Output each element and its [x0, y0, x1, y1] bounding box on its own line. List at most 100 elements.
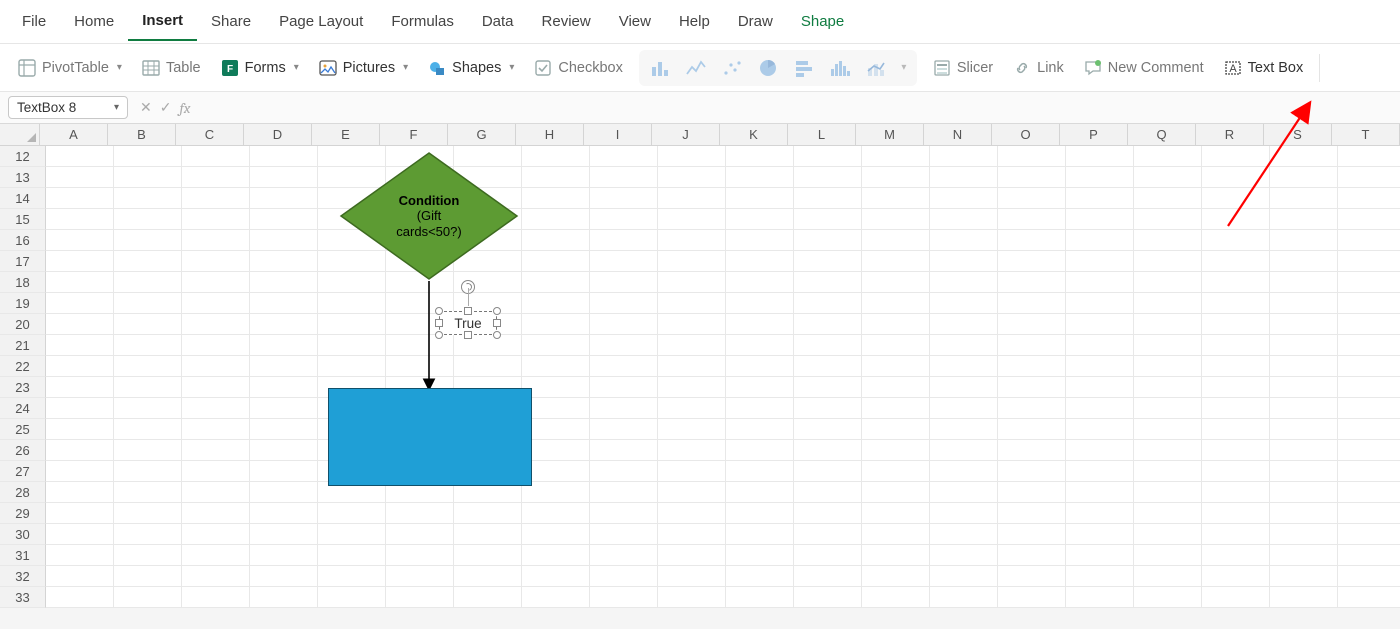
col-head-Q[interactable]: Q: [1128, 124, 1196, 145]
menu-tab-view[interactable]: View: [605, 3, 665, 40]
col-head-N[interactable]: N: [924, 124, 992, 145]
row-head-17[interactable]: 17: [0, 251, 46, 272]
col-head-G[interactable]: G: [448, 124, 516, 145]
row-header-col: 1213141516171819202122232425262728293031…: [0, 146, 46, 608]
col-head-H[interactable]: H: [516, 124, 584, 145]
menu-tab-formulas[interactable]: Formulas: [377, 3, 468, 40]
col-head-T[interactable]: T: [1332, 124, 1400, 145]
shapes-button[interactable]: Shapes ▾: [420, 53, 522, 83]
combo-chart-icon[interactable]: [859, 52, 893, 84]
flowchart-process-rect[interactable]: [328, 388, 532, 486]
hbar-chart-icon[interactable]: [787, 52, 821, 84]
col-head-L[interactable]: L: [788, 124, 856, 145]
menu-tab-file[interactable]: File: [8, 3, 60, 40]
diamond-line3: cards<50?): [396, 224, 461, 240]
row-head-19[interactable]: 19: [0, 293, 46, 314]
shape-overlay: Condition (Gift cards<50?) True: [46, 146, 1400, 608]
textbox-true[interactable]: True: [439, 311, 497, 335]
menu-tab-insert[interactable]: Insert: [128, 2, 197, 41]
row-head-25[interactable]: 25: [0, 419, 46, 440]
link-button[interactable]: Link: [1005, 53, 1072, 83]
row-head-16[interactable]: 16: [0, 230, 46, 251]
bar-chart-icon[interactable]: [643, 52, 677, 84]
col-head-A[interactable]: A: [40, 124, 108, 145]
flowchart-decision-diamond[interactable]: Condition (Gift cards<50?): [339, 151, 519, 281]
row-head-26[interactable]: 26: [0, 440, 46, 461]
resize-handle-w[interactable]: [435, 319, 443, 327]
slicer-button[interactable]: Slicer: [925, 53, 1001, 83]
row-head-24[interactable]: 24: [0, 398, 46, 419]
pie-chart-icon[interactable]: [751, 52, 785, 84]
checkbox-button[interactable]: Checkbox: [526, 53, 630, 83]
textbox-button[interactable]: A Text Box: [1216, 53, 1312, 83]
new-comment-button[interactable]: New Comment: [1076, 53, 1212, 83]
row-head-32[interactable]: 32: [0, 566, 46, 587]
pivottable-button[interactable]: PivotTable ▾: [10, 53, 130, 83]
pictures-button[interactable]: Pictures ▾: [311, 53, 416, 83]
col-head-R[interactable]: R: [1196, 124, 1264, 145]
formula-input[interactable]: [202, 95, 1392, 121]
row-head-22[interactable]: 22: [0, 356, 46, 377]
row-head-21[interactable]: 21: [0, 335, 46, 356]
row-head-29[interactable]: 29: [0, 503, 46, 524]
forms-label: Forms: [245, 60, 286, 76]
menu-tab-data[interactable]: Data: [468, 3, 528, 40]
svg-text:F: F: [227, 64, 233, 75]
row-head-12[interactable]: 12: [0, 146, 46, 167]
row-head-13[interactable]: 13: [0, 167, 46, 188]
menu-tab-share[interactable]: Share: [197, 3, 265, 40]
col-head-B[interactable]: B: [108, 124, 176, 145]
menu-tab-draw[interactable]: Draw: [724, 3, 787, 40]
col-head-F[interactable]: F: [380, 124, 448, 145]
histogram-icon[interactable]: [823, 52, 857, 84]
resize-handle-sw[interactable]: [435, 331, 443, 339]
resize-handle-se[interactable]: [493, 331, 501, 339]
resize-handle-e[interactable]: [493, 319, 501, 327]
menu-tab-help[interactable]: Help: [665, 3, 724, 40]
pictures-icon: [319, 59, 337, 77]
name-box[interactable]: TextBox 8 ▾: [8, 96, 128, 119]
row-head-28[interactable]: 28: [0, 482, 46, 503]
comment-icon: [1084, 59, 1102, 77]
col-head-I[interactable]: I: [584, 124, 652, 145]
col-head-S[interactable]: S: [1264, 124, 1332, 145]
row-head-31[interactable]: 31: [0, 545, 46, 566]
forms-button[interactable]: F Forms ▾: [213, 53, 307, 83]
resize-handle-nw[interactable]: [435, 307, 443, 315]
row-head-30[interactable]: 30: [0, 524, 46, 545]
chart-more-caret[interactable]: ▾: [895, 52, 913, 84]
col-head-D[interactable]: D: [244, 124, 312, 145]
row-head-15[interactable]: 15: [0, 209, 46, 230]
row-head-14[interactable]: 14: [0, 188, 46, 209]
row-head-23[interactable]: 23: [0, 377, 46, 398]
row-head-33[interactable]: 33: [0, 587, 46, 608]
resize-handle-ne[interactable]: [493, 307, 501, 315]
col-head-M[interactable]: M: [856, 124, 924, 145]
menu-tab-page-layout[interactable]: Page Layout: [265, 3, 377, 40]
col-head-E[interactable]: E: [312, 124, 380, 145]
menu-tab-shape[interactable]: Shape: [787, 3, 858, 40]
menu-tab-home[interactable]: Home: [60, 3, 128, 40]
svg-text:A: A: [1229, 63, 1237, 75]
row-head-27[interactable]: 27: [0, 461, 46, 482]
col-head-K[interactable]: K: [720, 124, 788, 145]
row-head-18[interactable]: 18: [0, 272, 46, 293]
row-head-20[interactable]: 20: [0, 314, 46, 335]
accept-formula-icon[interactable]: ✓: [158, 99, 174, 116]
menu-tab-review[interactable]: Review: [528, 3, 605, 40]
col-head-O[interactable]: O: [992, 124, 1060, 145]
fx-icon[interactable]: fx: [177, 99, 192, 117]
resize-handle-n[interactable]: [464, 307, 472, 315]
line-chart-icon[interactable]: [679, 52, 713, 84]
resize-handle-s[interactable]: [464, 331, 472, 339]
fx-controls: ✕ ✓ fx: [134, 99, 196, 117]
name-box-value: TextBox 8: [17, 100, 76, 115]
col-head-P[interactable]: P: [1060, 124, 1128, 145]
cancel-formula-icon[interactable]: ✕: [138, 99, 154, 116]
col-head-J[interactable]: J: [652, 124, 720, 145]
forms-icon: F: [221, 59, 239, 77]
select-all-corner[interactable]: [0, 124, 40, 145]
scatter-chart-icon[interactable]: [715, 52, 749, 84]
table-button[interactable]: Table: [134, 53, 209, 83]
col-head-C[interactable]: C: [176, 124, 244, 145]
